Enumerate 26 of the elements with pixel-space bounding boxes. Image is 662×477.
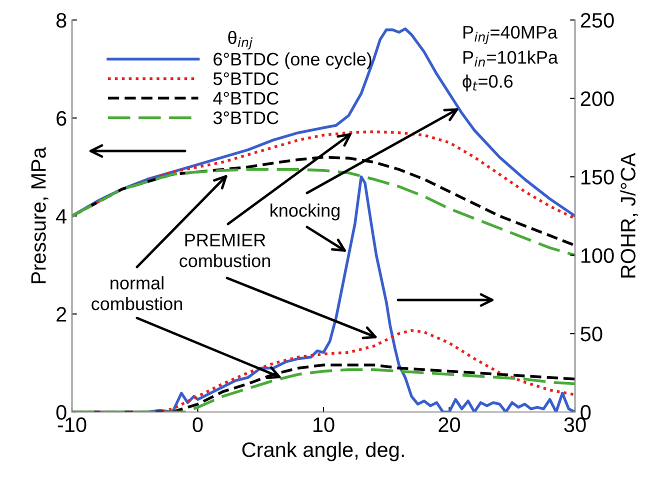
x-tick-label: 10 [314,417,334,432]
y-tick-label: 2 [56,307,66,322]
y-tick-label: 4 [56,209,67,224]
annotation: P$_{in}$=101kPa [463,50,558,67]
x-tick-label: 20 [438,417,460,432]
y-axis-title: Pressure, MPa [31,147,48,284]
y2-tick-label: 50 [580,326,602,342]
annotation: ϕ$_{t}$=0.6 [462,74,513,92]
y2-tick-label: 100 [581,248,614,263]
legend-label: 3°BTDC [213,111,278,124]
legend-label: 5°BTDC [213,72,278,86]
legend-label: 4°BTDC [213,92,278,105]
x-tick-label: 0 [192,417,203,432]
annotation: PREMIER combustion [180,234,270,268]
y-tick-label: 6 [56,111,66,126]
annotation: knocking [270,204,340,220]
legend-label: 6°BTDC (one cycle) [214,52,372,70]
annotation: P$_{inj}$=40MPa [463,26,558,44]
x-axis-title: Crank angle, deg. [242,442,404,462]
annotation: normal combustion [92,276,182,310]
legend-title: θ$_{inj}$ [228,30,253,50]
y2-tick-label: 150 [581,170,614,185]
y2-axis-title: ROHR, J/°CA [620,152,638,278]
y-tick-label: 8 [56,13,66,28]
y2-tick-label: 250 [580,13,614,28]
y2-tick-label: 200 [580,91,614,106]
